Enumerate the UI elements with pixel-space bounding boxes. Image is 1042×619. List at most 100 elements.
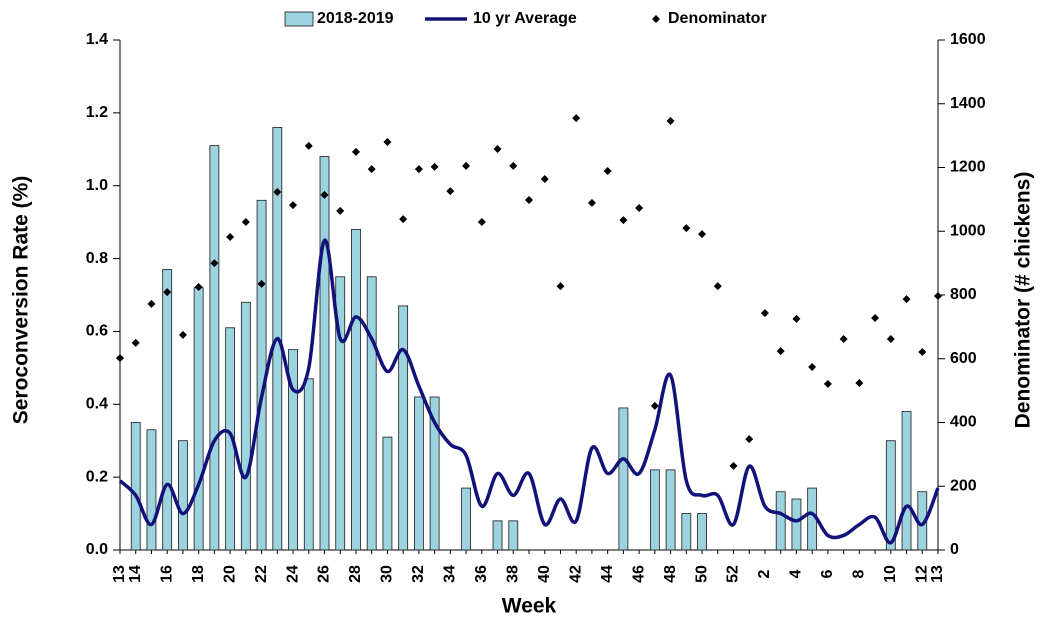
legend-swatch — [652, 15, 660, 23]
denominator-point — [823, 379, 832, 388]
denominator-point — [572, 114, 581, 123]
denominator-point — [351, 147, 360, 156]
x-tick-label: 22 — [253, 565, 270, 583]
denominator-point — [745, 435, 754, 444]
y2-tick-label: 400 — [950, 414, 977, 431]
denominator-point — [776, 347, 785, 356]
denominator-point — [698, 230, 707, 239]
x-tick-label: 50 — [693, 565, 710, 583]
denominator-point — [682, 224, 691, 233]
denominator-point — [760, 309, 769, 318]
bar — [225, 327, 236, 551]
x-tick-label: 52 — [725, 565, 742, 583]
denominator-point — [839, 334, 848, 343]
bar — [649, 469, 660, 551]
x-axis-title: Week — [502, 595, 557, 618]
denominator-point — [178, 330, 187, 339]
denominator-point — [257, 279, 266, 288]
bar — [461, 487, 471, 551]
denominator-point — [509, 161, 518, 170]
bar — [319, 156, 330, 551]
y2-tick-label: 200 — [950, 477, 977, 494]
bar — [178, 440, 188, 551]
x-tick-label: 48 — [662, 565, 679, 583]
denominator-point — [619, 216, 628, 225]
bar — [697, 513, 707, 551]
denominator-point — [540, 174, 549, 183]
bar — [351, 229, 361, 551]
denominator-point — [399, 215, 408, 224]
y2-tick-label: 1200 — [950, 159, 986, 176]
x-tick-label: 12 — [913, 565, 930, 583]
x-tick-label: 20 — [221, 565, 238, 583]
x-tick-label: 6 — [819, 569, 836, 578]
x-tick-label: 2 — [756, 569, 773, 578]
legend-label: 2018-2019 — [317, 10, 394, 27]
bar — [240, 301, 251, 551]
denominator-point — [414, 165, 423, 174]
denominator-point — [934, 291, 942, 300]
bar — [382, 436, 393, 551]
x-tick-label: 28 — [347, 565, 364, 583]
denominator-point — [367, 165, 376, 174]
bar — [162, 269, 173, 551]
denominator-point — [587, 198, 596, 207]
denominator-point — [525, 196, 533, 205]
denominator-point — [336, 206, 345, 215]
denominator-point — [650, 401, 659, 410]
denominator-point — [163, 288, 172, 297]
average-line — [118, 238, 940, 545]
denominator-point — [241, 218, 250, 227]
x-tick-label: 13 — [111, 565, 128, 583]
y-tick-label: 0.4 — [86, 396, 108, 413]
x-tick-label: 38 — [504, 565, 521, 583]
denominator-point — [556, 282, 565, 291]
y-tick-label: 0.8 — [86, 250, 108, 267]
y-tick-label: 0.6 — [86, 323, 108, 340]
x-tick-label: 30 — [379, 565, 396, 583]
denominator-point — [462, 161, 471, 170]
x-tick-label: 13 — [929, 565, 946, 583]
denominator-point — [210, 259, 219, 268]
denominator-point — [792, 314, 801, 323]
x-tick-label: 24 — [284, 565, 301, 583]
y2-tick-label: 1400 — [950, 95, 986, 112]
x-tick-label: 16 — [158, 565, 175, 583]
bar — [288, 349, 298, 551]
bar — [193, 287, 204, 551]
bar — [303, 378, 314, 551]
denominator-point — [902, 295, 911, 304]
denominator-point — [713, 282, 722, 291]
x-tick-label: 40 — [536, 565, 553, 583]
y-tick-label: 1.0 — [86, 177, 108, 194]
denominator-point — [430, 162, 439, 171]
denominator-point — [320, 190, 329, 199]
denominator-point — [446, 187, 455, 196]
x-tick-label: 10 — [882, 565, 899, 583]
bar — [618, 407, 629, 551]
y2-tick-label: 800 — [950, 286, 977, 303]
denominator-point — [493, 145, 502, 154]
legend-label: Denominator — [668, 10, 767, 27]
bar — [335, 276, 346, 551]
x-tick-label: 4 — [788, 569, 805, 578]
x-tick-label: 34 — [442, 565, 459, 583]
y-axis-title: Seroconversion Rate (%) — [10, 176, 33, 425]
bar — [492, 520, 503, 551]
x-tick-label: 32 — [410, 565, 427, 583]
bar — [681, 513, 692, 551]
denominator-point — [886, 334, 895, 343]
bar — [366, 276, 377, 551]
denominator-point — [194, 283, 203, 292]
y2-tick-label: 1600 — [950, 31, 986, 48]
bar — [413, 396, 424, 551]
bar — [775, 491, 786, 551]
denominator-point — [855, 378, 864, 387]
denominator-point — [666, 116, 675, 125]
x-tick-label: 44 — [599, 565, 616, 583]
denominator-point — [226, 232, 235, 241]
y2-tick-label: 1000 — [950, 222, 986, 239]
denominator-point — [304, 141, 313, 150]
bar — [885, 440, 896, 551]
y2-axis-title: Denominator (# chickens) — [1012, 172, 1035, 429]
